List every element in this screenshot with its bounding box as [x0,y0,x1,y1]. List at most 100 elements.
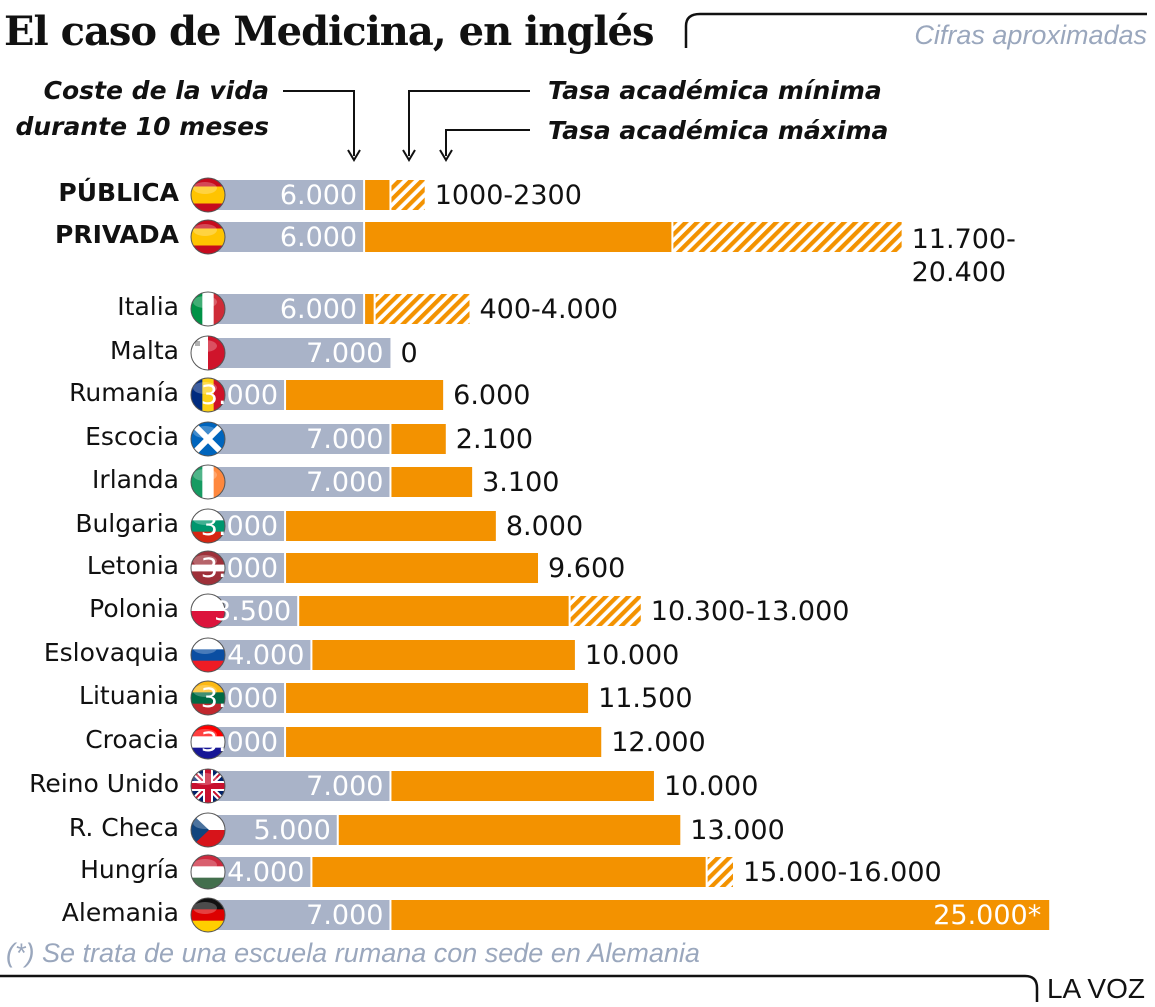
legend-max-connector [445,129,530,156]
malta-flag-icon-outline [190,335,226,371]
fee-value-label: 11.700- 20.400 [911,224,1016,288]
ireland-flag-icon [191,465,225,499]
bar-row [190,550,539,586]
bar-fee-max-segment [374,294,470,324]
fee-value-label: 400-4.000 [479,294,619,325]
row-label: Reino Unido [29,769,179,798]
bar-cost-segment [206,467,391,497]
row-label: Croacia [85,725,179,754]
cost-value-label: 3.000 [200,727,279,758]
chart-rows [190,177,1050,933]
bar-row [190,335,391,371]
bar-fee-min-segment [285,683,589,713]
lithuania-flag-icon [191,681,225,715]
cost-value-label: 3.000 [200,553,279,584]
bar-fee-min-segment [364,294,375,324]
hungary-flag-icon-outline [190,854,226,890]
bar-row [190,854,733,890]
bar-fee-min-segment [285,553,539,583]
bar-fee-min-segment [390,771,654,801]
scotland-flag-icon-outline [190,421,226,457]
uk-flag-icon-outline [190,768,226,804]
cost-value-label: 7.000 [306,900,384,931]
italy-flag-icon [191,292,225,326]
footer-rule [0,974,1039,1002]
bar-fee-max-segment [390,180,425,210]
bar-row [190,637,575,673]
row-label: Malta [110,336,179,365]
bar-fee-min-segment [390,900,1050,930]
fee-value-label: 3.100 [482,467,560,498]
row-label: Bulgaria [75,509,179,538]
latvia-flag-icon [191,551,225,585]
bar-row [190,768,654,804]
bar-fee-min-segment [390,424,446,454]
cost-value-label: 3.000 [200,511,279,542]
cost-value-label: 6.000 [279,294,358,325]
bar-row [190,508,496,544]
scotland-flag-icon [191,422,225,456]
bar-cost-segment [206,424,391,454]
cost-value-label: 6.000 [279,180,358,211]
bar-fee-max-segment [706,857,733,887]
legend-cost-label: Coste de la vida durante 10 meses [15,73,269,145]
hungary-flag-icon [191,855,225,889]
bar-fee-min-segment [364,180,391,210]
legend-min-arrow [402,149,416,162]
row-label: Alemania [61,898,179,927]
bar-cost-segment [206,338,391,368]
bar-row [190,464,473,500]
cost-value-label: 7.000 [306,338,384,369]
legend-cost-arrow [347,149,361,162]
fee-value-label: 0 [400,338,418,369]
bulgaria-flag-icon [191,509,225,543]
fee-value-label: 10.000 [663,771,759,802]
legend-min-fee-label: Tasa académica mínima [548,76,882,105]
malta-flag-icon [191,336,225,370]
bar-row [190,177,425,213]
row-label: Escocia [85,422,179,451]
row-label: PÚBLICA [58,178,179,207]
fee-value-label: 6.000 [453,380,531,411]
bar-row [190,219,902,255]
legend-max-fee-label: Tasa académica máxima [548,116,889,145]
bulgaria-flag-icon-outline [190,508,226,544]
row-label: Rumanía [69,378,179,407]
bar-fee-min-segment [285,380,444,410]
slovakia-flag-icon-outline [190,637,226,673]
bar-fee-min-segment [390,467,473,497]
legend-connectors [283,90,530,162]
romania-flag-icon-outline [190,377,226,413]
uk-flag-icon [191,769,225,803]
cost-value-label: 3.000 [200,380,279,411]
fee-value-label: 13.000 [690,815,785,846]
row-label: Polonia [89,594,179,623]
bar-cost-segment [206,294,365,324]
bar-row [190,377,444,413]
row-label: Italia [117,292,179,321]
chart-subtitle: Cifras aproximadas [914,20,1147,50]
bar-fee-min-segment [311,640,575,670]
bar-row [190,291,470,327]
header-rule [684,12,1147,48]
lithuania-flag-icon-outline [190,680,226,716]
bar-cost-segment [206,180,365,210]
bar-cost-segment [206,900,391,930]
cost-value-label: 6.000 [279,222,358,253]
bar-row [190,680,589,716]
latvia-flag-icon-outline [190,550,226,586]
legend-min-connector [408,90,530,156]
fee-value-label: 9.600 [548,553,626,584]
fee-value-label: 1000-2300 [434,180,582,211]
fee-value-label: 2.100 [455,424,534,455]
row-label: R. Checa [68,813,179,842]
bar-fee-min-segment [311,857,707,887]
cost-value-label: 7.000 [306,771,384,802]
fee-value-label: 11.500 [598,683,693,714]
fee-value-label: 25.000* [933,900,1042,931]
bar-fee-min-segment [285,727,602,757]
footnote: (*) Se trata de una escuela rumana con s… [6,938,700,968]
romania-flag-icon [191,378,225,412]
spain-flag-icon-outline [190,219,226,255]
legend-cost-connector [283,90,355,156]
